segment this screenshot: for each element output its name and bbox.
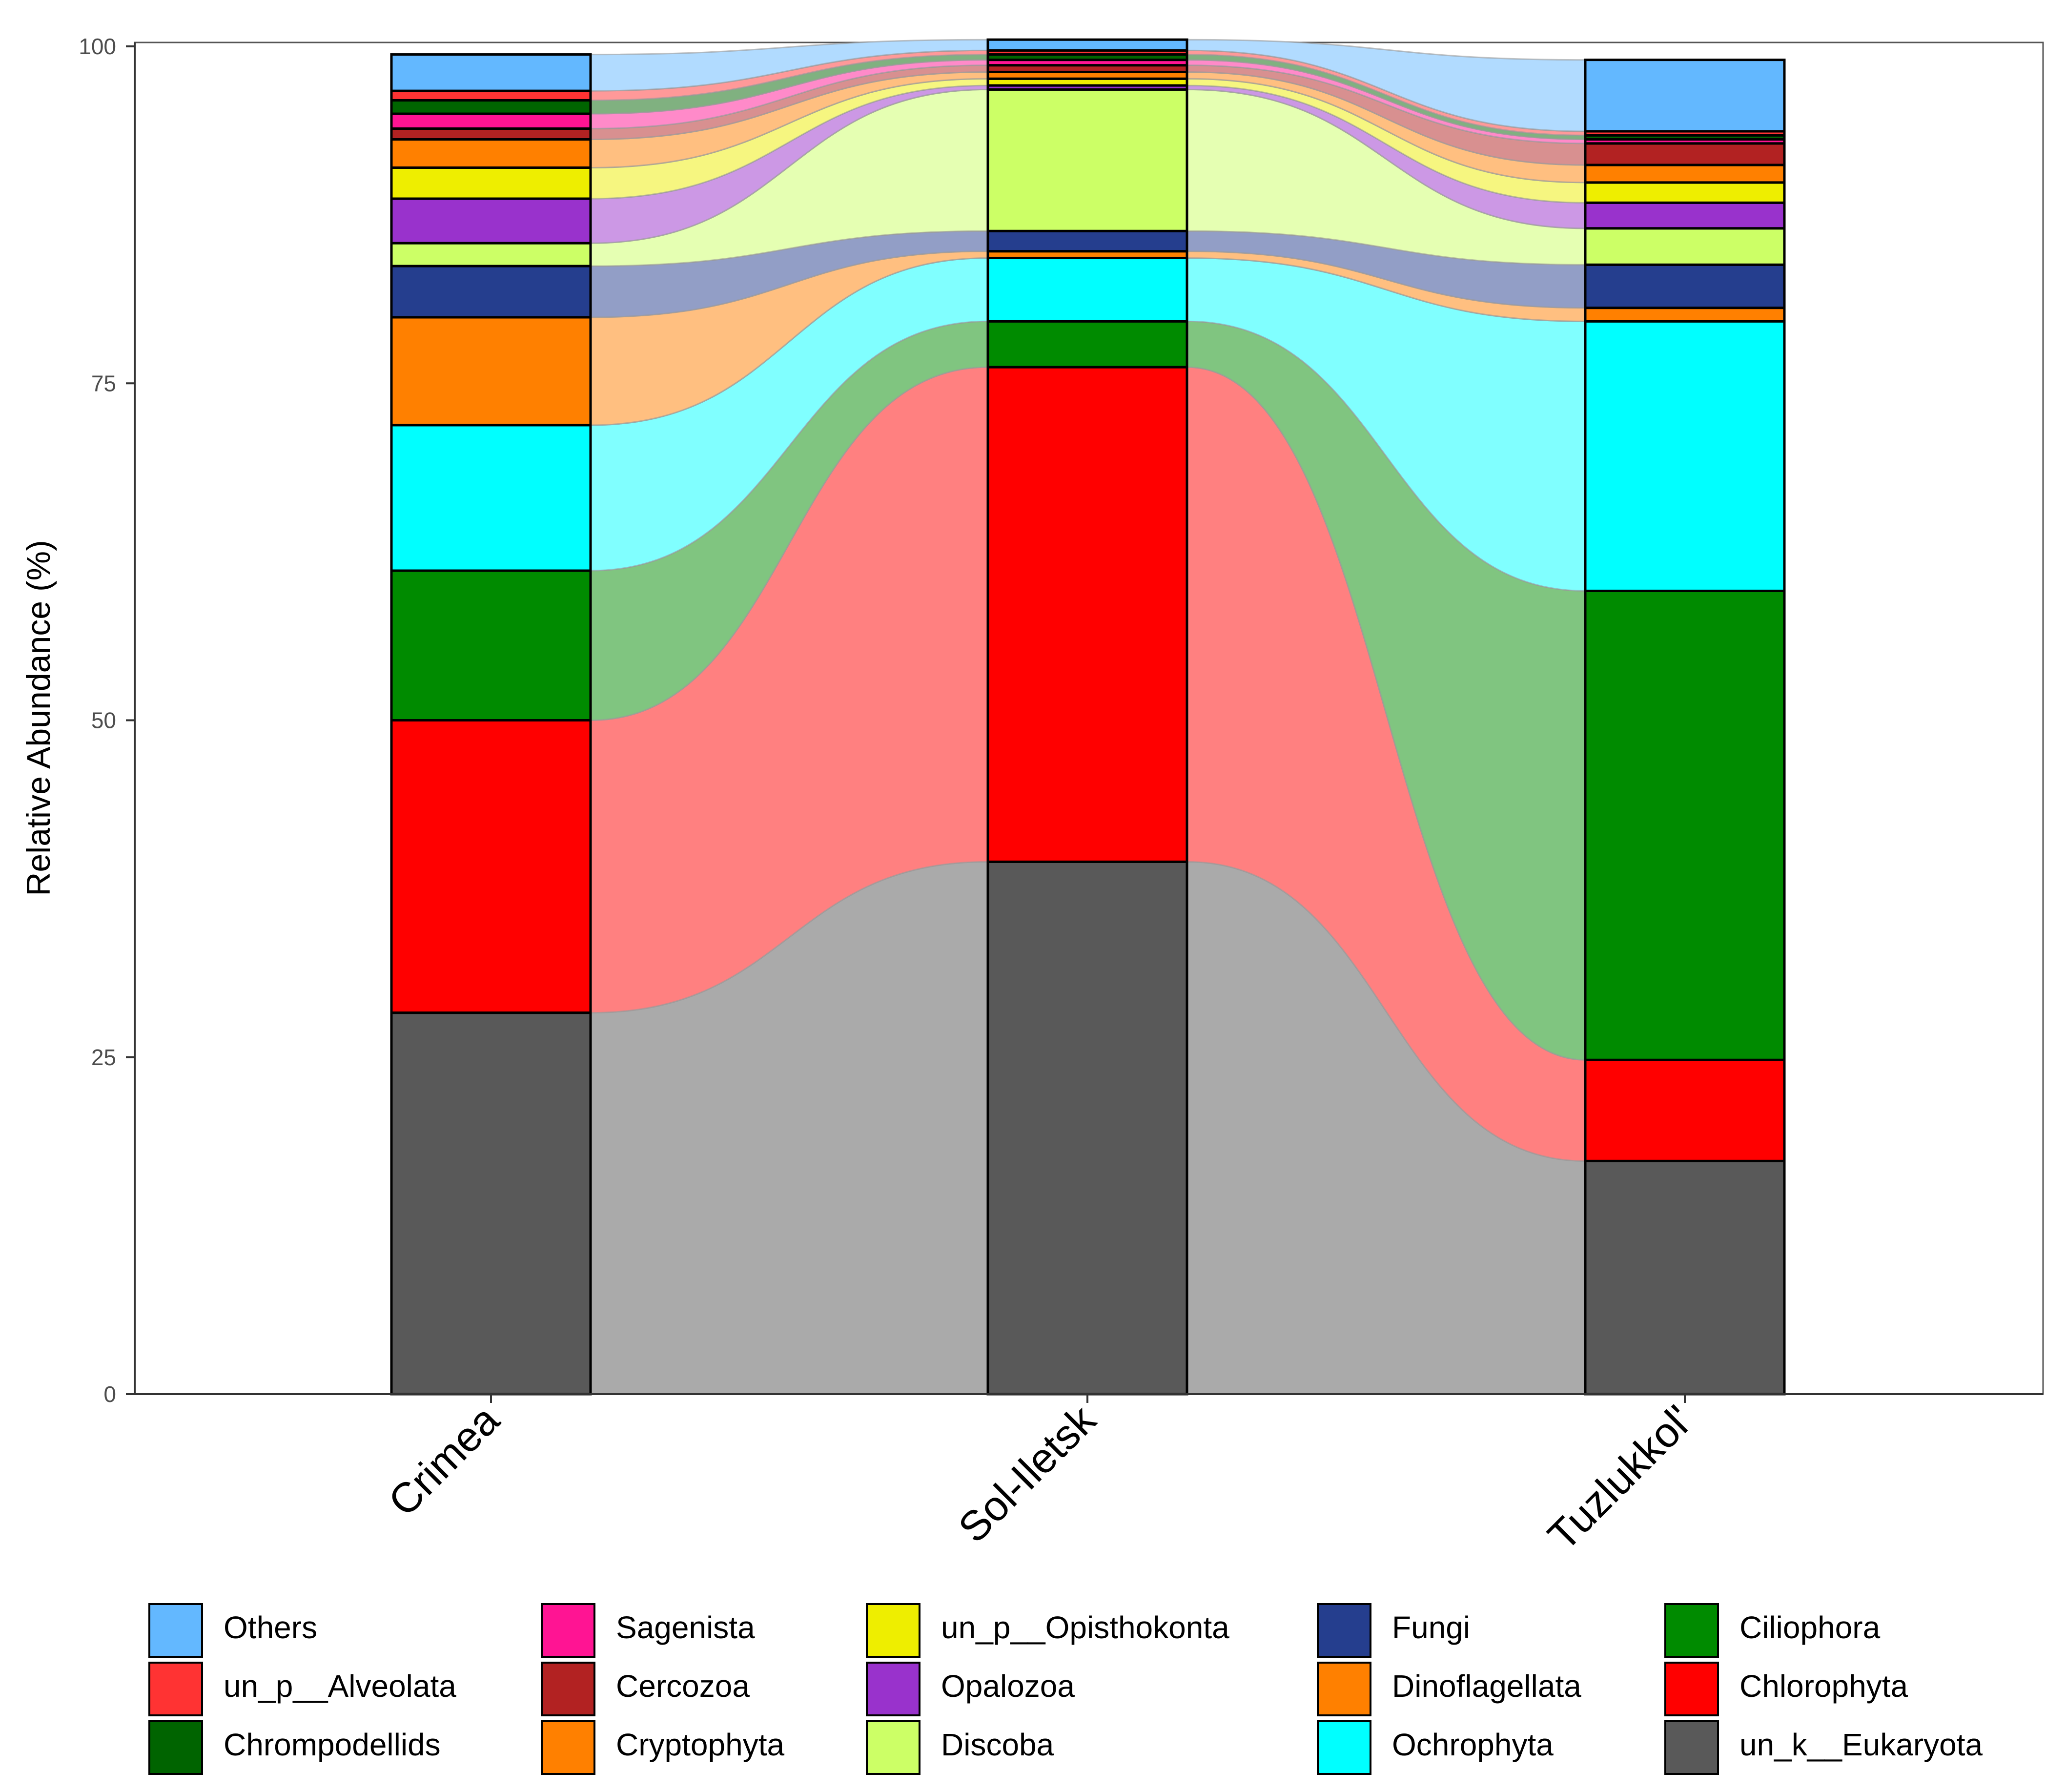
bar-crimea-dinoflagellata (390, 316, 592, 427)
legend-label-chrompodellids: Chrompodellids (224, 1727, 441, 1762)
legend-label-chlorophyta: Chlorophyta (1739, 1668, 1908, 1704)
legend-label-cercozoa: Cercozoa (616, 1668, 750, 1704)
x-tick-label-tuzlukkol: Tuzlukkol' (1539, 1397, 1702, 1560)
bar-tuzlukkol-ciliophora (1584, 589, 1786, 1061)
bar-tuzlukkol-discoba (1584, 227, 1786, 266)
legend-label-fungi: Fungi (1392, 1610, 1470, 1645)
bar-crimea-sagenista (390, 112, 592, 130)
flows-layer (590, 39, 1586, 1395)
legend-swatch-chlorophyta (1664, 1662, 1719, 1716)
bar-tuzlukkol-others (1584, 59, 1786, 133)
bar-tuzlukkol-cryptophyta (1584, 164, 1786, 184)
bar-sol-iletsk-ciliophora (986, 320, 1188, 369)
y-tick-label-100: 100 (79, 34, 116, 59)
bar-crimea-ochrophyta (390, 424, 592, 572)
legend-swatch-discoba (866, 1720, 920, 1775)
y-tick-label-25: 25 (91, 1045, 116, 1070)
legend-swatch-cryptophyta (541, 1720, 595, 1775)
bar-sol-iletsk-discoba (986, 88, 1188, 232)
legend-label-un-k-eukaryota: un_k__Eukaryota (1739, 1727, 1983, 1762)
bar-tuzlukkol-dinoflagellata (1584, 307, 1786, 323)
bar-crimea-chrompodellids (390, 99, 592, 115)
legend-swatch-un-p-alveolata (148, 1662, 203, 1716)
legend-swatch-opalozoa (866, 1662, 920, 1716)
bar-crimea-chlorophyta (390, 719, 592, 1014)
bar-crimea-discoba (390, 242, 592, 268)
bar-crimea-cercozoa (390, 127, 592, 141)
legend-label-discoba: Discoba (941, 1727, 1054, 1762)
legend-swatch-un-p-opisthokonta (866, 1603, 920, 1658)
bar-crimea-un-p-alveolata (390, 89, 592, 102)
bar-tuzlukkol-un-p-opisthokonta (1584, 181, 1786, 204)
bar-crimea-opalozoa (390, 197, 592, 245)
bar-tuzlukkol-ochrophyta (1584, 320, 1786, 592)
legend-swatch-cercozoa (541, 1662, 595, 1716)
legend-label-opalozoa: Opalozoa (941, 1668, 1075, 1704)
legend-label-un-p-opisthokonta: un_p__Opisthokonta (941, 1610, 1229, 1645)
bar-tuzlukkol-opalozoa (1584, 201, 1786, 230)
legend-swatch-chrompodellids (148, 1720, 203, 1775)
y-tick-label-75: 75 (91, 371, 116, 396)
legend-swatch-fungi (1317, 1603, 1371, 1658)
bar-crimea-un-k-eukaryota (390, 1011, 592, 1396)
legend-label-others: Others (224, 1610, 317, 1645)
bar-tuzlukkol-chlorophyta (1584, 1058, 1786, 1162)
x-tick-label-sol-iletsk: Sol-Iletsk (949, 1396, 1105, 1552)
legend: Others un_p__Alveolata Chrompodellids Sagen… (148, 1603, 1983, 1775)
legend-label-ochrophyta: Ochrophyta (1392, 1727, 1554, 1762)
bar-tuzlukkol-cercozoa (1584, 142, 1786, 166)
x-tick-label-crimea: Crimea (380, 1396, 509, 1525)
bars-layer (390, 38, 1786, 1396)
y-axis: 0 25 50 75 100 (79, 34, 136, 1407)
y-tick-label-50: 50 (91, 708, 116, 733)
bar-sol-iletsk-un-k-eukaryota (986, 860, 1188, 1396)
bar-crimea-others (390, 53, 592, 92)
legend-swatch-ciliophora (1664, 1603, 1719, 1658)
legend-swatch-others (148, 1603, 203, 1658)
legend-swatch-sagenista (541, 1603, 595, 1658)
bar-sol-iletsk-others (986, 38, 1188, 52)
bar-crimea-cryptophyta (390, 138, 592, 169)
x-axis: Crimea Sol-Iletsk Tuzlukkol' (135, 1393, 2043, 1560)
bar-sol-iletsk-fungi (986, 229, 1188, 253)
legend-swatch-dinoflagellata (1317, 1662, 1371, 1716)
legend-label-cryptophyta: Cryptophyta (616, 1727, 784, 1762)
legend-label-dinoflagellata: Dinoflagellata (1392, 1668, 1581, 1704)
bar-sol-iletsk-ochrophyta (986, 256, 1188, 323)
legend-label-ciliophora: Ciliophora (1739, 1610, 1881, 1645)
bar-tuzlukkol-un-k-eukaryota (1584, 1159, 1786, 1396)
bar-crimea-fungi (390, 265, 592, 319)
bar-sol-iletsk-chlorophyta (986, 366, 1188, 863)
legend-label-un-p-alveolata: un_p__Alveolata (224, 1668, 456, 1704)
y-tick-label-0: 0 (103, 1381, 116, 1407)
bar-tuzlukkol-fungi (1584, 263, 1786, 309)
bar-crimea-un-p-opisthokonta (390, 166, 592, 200)
legend-swatch-un-k-eukaryota (1664, 1720, 1719, 1775)
legend-label-sagenista: Sagenista (616, 1610, 755, 1645)
y-axis-label: Relative Abundance (%) (20, 540, 57, 896)
bar-crimea-ciliophora (390, 569, 592, 722)
legend-swatch-ochrophyta (1317, 1720, 1371, 1775)
